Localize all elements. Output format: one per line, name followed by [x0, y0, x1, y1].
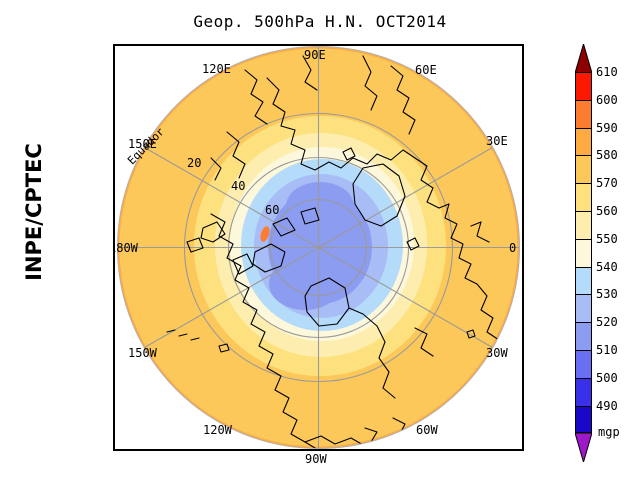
- colorbar-swatch-550: [575, 238, 592, 267]
- colorbar-swatch-520: [575, 322, 592, 350]
- colorbar-tick-500: 500: [596, 370, 618, 385]
- colorbar-tick-610: 610: [596, 65, 618, 79]
- colorbar-swatches: [575, 72, 592, 434]
- colorbar-swatch-500: [575, 377, 592, 406]
- longitude-label-0: 0: [509, 241, 517, 255]
- band-520-lobe-a: [286, 182, 354, 230]
- colorbar-swatch-570: [575, 183, 592, 211]
- colorbar-swatch-530: [575, 294, 592, 323]
- globe-outline: [117, 46, 520, 449]
- colorbar[interactable]: mgp 610 600 590 580 570 560 550 540 530 520 510 500…: [572, 44, 638, 463]
- polar-stereographic-map: 20 40 60 Equador: [115, 46, 522, 449]
- longitude-label-150w: 150W: [128, 346, 157, 360]
- map-plot-frame: 20 40 60 Equador 90E 120E 60E 150E 30E 1…: [113, 44, 524, 451]
- map-canvas: [117, 46, 520, 449]
- parallel-40: [227, 156, 410, 339]
- longitude-label-60w: 60W: [416, 423, 438, 437]
- colorbar-tick-530: 530: [596, 287, 618, 302]
- longitude-label-120w: 120W: [203, 423, 232, 437]
- colorbar-tick-570: 570: [596, 176, 618, 191]
- chart-title: Geop. 500hPa H.N. OCT2014: [193, 12, 447, 31]
- longitude-label-30w: 30W: [486, 346, 508, 360]
- colorbar-tick-490: 490: [596, 398, 618, 413]
- colorbar-tick-550: 550: [596, 231, 618, 246]
- latitude-label-40: 40: [231, 179, 246, 193]
- colorbar-swatch-580: [575, 155, 592, 184]
- parallel-circles: [183, 112, 454, 383]
- colorbar-swatch-540: [575, 266, 592, 295]
- institution-credit-label: INPE/CPTEC: [22, 143, 46, 281]
- parallel-20: [183, 112, 454, 383]
- colorbar-tick-520: 520: [596, 315, 618, 330]
- colorbar-over-arrow: [575, 44, 592, 73]
- longitude-label-180w: 180W: [115, 241, 138, 255]
- colorbar-tick-590: 590: [596, 120, 618, 135]
- band-590-patch: [260, 226, 270, 242]
- colorbar-swatch-490: [575, 405, 592, 434]
- colorbar-tick-510: 510: [596, 343, 618, 357]
- colorbar-units-label: mgp: [598, 425, 620, 439]
- parallel-60: [269, 198, 368, 297]
- colorbar-swatch-590: [575, 127, 592, 156]
- colorbar-swatch-600: [575, 99, 592, 128]
- longitude-label-60e: 60E: [415, 63, 437, 77]
- latitude-label-60: 60: [265, 203, 280, 217]
- colorbar-under-arrow: [575, 433, 592, 463]
- colorbar-tick-600: 600: [596, 92, 618, 107]
- colorbar-tick-580: 580: [596, 148, 618, 163]
- latitude-label-20: 20: [187, 156, 202, 170]
- colorbar-swatch-560: [575, 210, 592, 239]
- coastline-outlines: [166, 55, 512, 449]
- longitude-label-30e: 30E: [486, 134, 508, 148]
- longitude-label-150e: 150E: [128, 137, 157, 151]
- longitude-label-90e: 90E: [304, 48, 326, 62]
- colorbar-swatch-610: [575, 72, 592, 100]
- colorbar-swatch-510: [575, 349, 592, 378]
- longitude-label-120e: 120E: [202, 62, 231, 76]
- colorbar-tick-560: 560: [596, 204, 618, 218]
- longitude-label-90w: 90W: [305, 452, 327, 466]
- band-520-lobe-b: [269, 258, 341, 310]
- colorbar-tick-540: 540: [596, 259, 618, 274]
